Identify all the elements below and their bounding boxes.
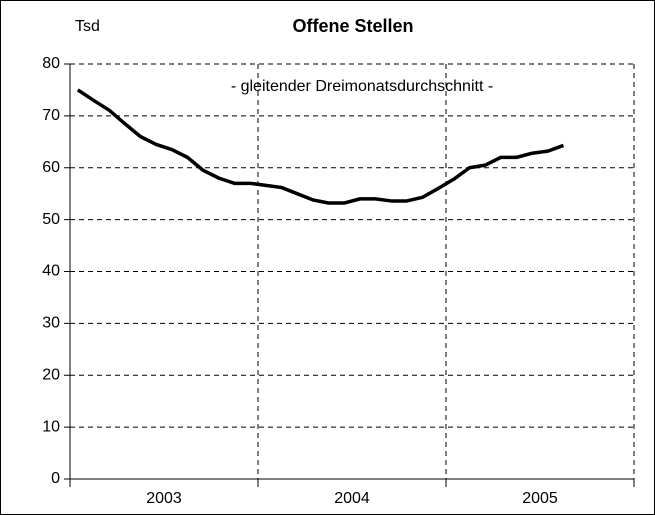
annotation: - gleitender Dreimonatsdurchschnitt -: [231, 78, 493, 95]
y-tick-label: 70: [42, 107, 60, 124]
y-unit: Tsd: [75, 18, 100, 35]
y-tick-label: 60: [42, 159, 60, 176]
y-tick-label: 80: [42, 55, 60, 72]
x-tick-label: 2004: [334, 490, 370, 507]
y-tick-label: 20: [42, 366, 60, 383]
y-tick-label: 30: [42, 315, 60, 332]
y-tick-label: 50: [42, 211, 60, 228]
chart-title: Offene Stellen: [292, 16, 413, 36]
x-tick-label: 2005: [522, 490, 558, 507]
x-tick-label: 2003: [146, 490, 182, 507]
y-tick-label: 10: [42, 418, 60, 435]
line: [76, 88, 565, 205]
y-tick-label: 40: [42, 263, 60, 280]
y-tick-label: 0: [51, 470, 60, 487]
